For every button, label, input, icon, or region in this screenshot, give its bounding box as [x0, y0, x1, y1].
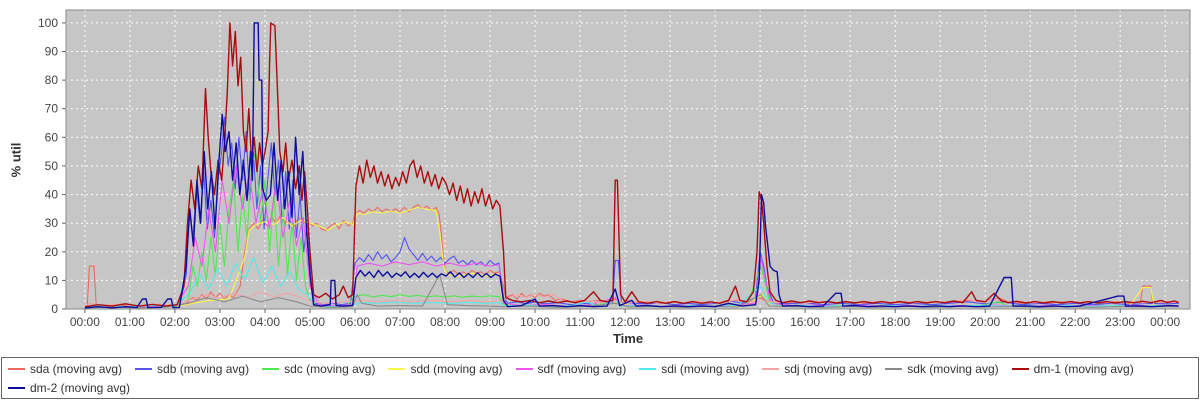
x-tick-label: 08:00	[430, 315, 460, 329]
plot-canvas[interactable]: 00:00 01:00 02:00 03:00 04:00 05:00 06:00 07:00…	[0, 0, 1200, 355]
y-tick-label: 20	[45, 245, 59, 259]
x-tick-label: 01:00	[115, 315, 145, 329]
legend-swatch-sda-icon	[8, 367, 25, 370]
y-tick-label: 0	[51, 302, 58, 316]
x-tick-label: 14:00	[700, 315, 730, 329]
x-tick-label: 09:00	[475, 315, 505, 329]
x-tick-label: 10:00	[520, 315, 550, 329]
x-tick-label: 22:00	[1060, 315, 1090, 329]
legend-label: sdc (moving avg)	[284, 361, 376, 376]
y-tick-label: 50	[45, 159, 59, 173]
legend-label: sdk (moving avg)	[907, 361, 999, 376]
legend-item-sdd: sdd (moving avg)	[388, 361, 503, 376]
legend-label: sdd (moving avg)	[410, 361, 503, 376]
legend-label: sda (moving avg)	[30, 361, 123, 376]
legend-row: dm-2 (moving avg)	[8, 378, 1192, 397]
x-tick-label: 12:00	[610, 315, 640, 329]
legend-swatch-dm-1-icon	[1011, 367, 1029, 370]
x-tick-label: 20:00	[970, 315, 1000, 329]
series-line-dm-1	[84, 22, 1179, 308]
x-tick-label: 18:00	[880, 315, 910, 329]
legend-label: sdj (moving avg)	[784, 361, 873, 376]
x-tick-label: 04:00	[250, 315, 280, 329]
x-tick-label: 15:00	[745, 315, 775, 329]
legend-swatch-sdd-icon	[388, 367, 406, 370]
legend-row: sda (moving avg) sdb (moving avg) sdc (mov…	[8, 359, 1192, 378]
legend-item-sdf: sdf (moving avg)	[515, 361, 627, 376]
y-tick-label: 40	[45, 188, 59, 202]
legend-label: sdb (moving avg)	[157, 361, 250, 376]
legend-label: sdf (moving avg)	[537, 361, 627, 376]
legend-swatch-sdk-icon	[885, 367, 903, 370]
x-tick-label: 05:00	[295, 315, 325, 329]
y-tick-label: 10	[45, 273, 59, 287]
legend-label: dm-2 (moving avg)	[30, 380, 131, 395]
x-tick-label: 00:00	[1150, 315, 1180, 329]
x-tick-label: 11:00	[566, 315, 595, 329]
legend-swatch-sdf-icon	[515, 367, 533, 370]
legend-item-sdi: sdi (moving avg)	[639, 362, 749, 376]
legend: sda (moving avg) sdb (moving avg) sdc (mov…	[1, 357, 1199, 399]
legend-item-dm-2: dm-2 (moving avg)	[8, 381, 130, 395]
legend-swatch-dm-2-icon	[8, 386, 25, 389]
legend-item-sdk: sdk (moving avg)	[885, 361, 999, 376]
y-tick-label: 80	[45, 73, 59, 87]
x-axis-title: Time	[612, 331, 644, 346]
x-tick-label: 21:00	[1015, 315, 1045, 329]
x-tick-label: 03:00	[205, 315, 235, 329]
x-tick-label: 23:00	[1105, 315, 1135, 329]
y-tick-label: 70	[45, 102, 59, 116]
legend-item-sdj: sdj (moving avg)	[762, 362, 872, 376]
series-line-dm-2	[84, 22, 1179, 309]
legend-item-sda: sda (moving avg)	[8, 362, 122, 376]
x-tick-label: 07:00	[385, 315, 415, 329]
x-tick-label: 13:00	[655, 315, 685, 329]
legend-swatch-sdj-icon	[762, 367, 780, 370]
legend-swatch-sdb-icon	[135, 367, 153, 370]
x-tick-label: 17:00	[835, 315, 865, 329]
legend-item-sdc: sdc (moving avg)	[262, 362, 375, 376]
legend-item-dm-1: dm-1 (moving avg)	[1011, 361, 1134, 376]
x-tick-label: 16:00	[790, 315, 820, 329]
x-tick-label: 00:00	[70, 315, 100, 329]
y-tick-label: 100	[38, 16, 58, 30]
y-tick-label: 30	[45, 216, 59, 230]
legend-item-sdb: sdb (moving avg)	[135, 362, 249, 376]
y-axis-title: % util	[8, 142, 24, 178]
legend-swatch-sdi-icon	[639, 367, 657, 370]
series-line-sdb	[84, 116, 1179, 309]
legend-label: sdi (moving avg)	[661, 361, 750, 376]
x-tick-label: 02:00	[160, 315, 190, 329]
x-tick-label: 06:00	[340, 315, 370, 329]
legend-swatch-sdc-icon	[262, 367, 280, 370]
y-tick-label: 60	[45, 130, 59, 144]
x-tick-label: 19:00	[925, 315, 955, 329]
y-tick-label: 90	[45, 45, 59, 59]
legend-label: dm-1 (moving avg)	[1033, 361, 1134, 376]
